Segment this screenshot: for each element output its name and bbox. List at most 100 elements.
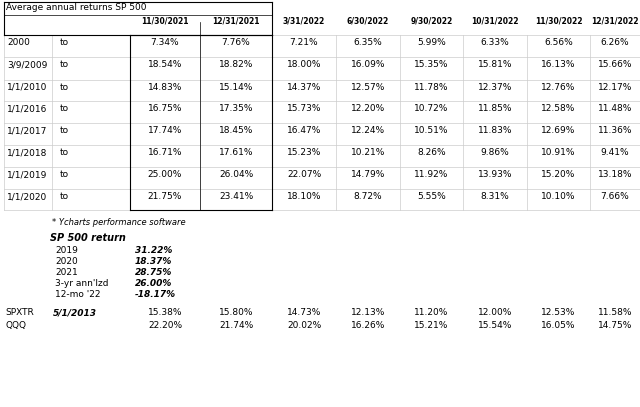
Text: 1/1/2016: 1/1/2016 — [7, 104, 47, 113]
Text: 11.92%: 11.92% — [414, 170, 449, 179]
Text: 11.85%: 11.85% — [477, 104, 512, 113]
Text: 16.26%: 16.26% — [351, 321, 385, 330]
Text: 23.41%: 23.41% — [219, 192, 253, 201]
Text: to: to — [60, 148, 69, 157]
Text: 15.38%: 15.38% — [148, 308, 182, 317]
Text: 10.21%: 10.21% — [351, 148, 385, 157]
Text: 25.00%: 25.00% — [148, 170, 182, 179]
Text: 16.09%: 16.09% — [351, 60, 385, 69]
Text: 2021: 2021 — [55, 268, 77, 277]
Text: 10.72%: 10.72% — [414, 104, 449, 113]
Text: 22.20%: 22.20% — [148, 321, 182, 330]
Text: 18.82%: 18.82% — [219, 60, 253, 69]
Text: 12-mo '22: 12-mo '22 — [55, 290, 100, 299]
Text: 26.00%: 26.00% — [135, 279, 172, 288]
Text: -18.17%: -18.17% — [135, 290, 176, 299]
Text: 11.83%: 11.83% — [477, 126, 512, 135]
Text: QQQ: QQQ — [5, 321, 26, 330]
Text: 2020: 2020 — [55, 257, 77, 266]
Text: 18.37%: 18.37% — [135, 257, 172, 266]
Text: to: to — [60, 126, 69, 135]
Text: 15.54%: 15.54% — [478, 321, 512, 330]
Text: SP 500 return: SP 500 return — [50, 233, 126, 243]
Text: 17.61%: 17.61% — [219, 148, 253, 157]
Text: 31.22%: 31.22% — [135, 246, 172, 255]
Text: 7.76%: 7.76% — [221, 38, 250, 47]
Text: 12.00%: 12.00% — [478, 308, 512, 317]
Text: 13.18%: 13.18% — [598, 170, 632, 179]
Text: 6.56%: 6.56% — [544, 38, 573, 47]
Text: 11.48%: 11.48% — [598, 104, 632, 113]
Text: to: to — [60, 83, 69, 92]
Text: 16.47%: 16.47% — [287, 126, 321, 135]
Text: 9.41%: 9.41% — [601, 148, 629, 157]
Text: 10.10%: 10.10% — [541, 192, 576, 201]
Text: 18.54%: 18.54% — [148, 60, 182, 69]
Text: 16.13%: 16.13% — [541, 60, 576, 69]
Text: 8.72%: 8.72% — [354, 192, 382, 201]
Text: 5/1/2013: 5/1/2013 — [53, 308, 97, 317]
Text: 1/1/2020: 1/1/2020 — [7, 192, 47, 201]
Text: 14.79%: 14.79% — [351, 170, 385, 179]
Text: 18.10%: 18.10% — [287, 192, 321, 201]
Text: 12.76%: 12.76% — [541, 83, 576, 92]
Text: 1/1/2010: 1/1/2010 — [7, 83, 47, 92]
Text: 3/9/2009: 3/9/2009 — [7, 60, 47, 69]
Text: 14.73%: 14.73% — [287, 308, 321, 317]
Text: 21.74%: 21.74% — [219, 321, 253, 330]
Text: 12.17%: 12.17% — [598, 83, 632, 92]
Text: 12.24%: 12.24% — [351, 126, 385, 135]
Text: 15.81%: 15.81% — [477, 60, 512, 69]
Text: 22.07%: 22.07% — [287, 170, 321, 179]
Text: 11.78%: 11.78% — [414, 83, 449, 92]
Text: 14.37%: 14.37% — [287, 83, 321, 92]
Text: 17.35%: 17.35% — [219, 104, 253, 113]
Text: 9/30/2022: 9/30/2022 — [410, 16, 452, 25]
Text: 11.20%: 11.20% — [414, 308, 449, 317]
Text: 14.83%: 14.83% — [148, 83, 182, 92]
Text: to: to — [60, 104, 69, 113]
Text: 12.37%: 12.37% — [478, 83, 512, 92]
Text: 15.14%: 15.14% — [219, 83, 253, 92]
Text: 16.71%: 16.71% — [148, 148, 182, 157]
Text: 12.53%: 12.53% — [541, 308, 576, 317]
Text: 16.75%: 16.75% — [148, 104, 182, 113]
Text: 6.26%: 6.26% — [601, 38, 629, 47]
Text: 5.99%: 5.99% — [417, 38, 446, 47]
Text: 2019: 2019 — [55, 246, 78, 255]
Text: 15.35%: 15.35% — [414, 60, 449, 69]
Text: 15.80%: 15.80% — [219, 308, 253, 317]
Text: 13.93%: 13.93% — [477, 170, 512, 179]
Text: 1/1/2017: 1/1/2017 — [7, 126, 47, 135]
Text: 18.45%: 18.45% — [219, 126, 253, 135]
Text: 26.04%: 26.04% — [219, 170, 253, 179]
Text: 20.02%: 20.02% — [287, 321, 321, 330]
Text: to: to — [60, 38, 69, 47]
Text: SPXTR: SPXTR — [5, 308, 34, 317]
Text: 9.86%: 9.86% — [481, 148, 509, 157]
Text: to: to — [60, 170, 69, 179]
Text: 6.35%: 6.35% — [354, 38, 382, 47]
Text: Average annual returns SP 500: Average annual returns SP 500 — [6, 3, 147, 12]
Text: 7.66%: 7.66% — [600, 192, 629, 201]
Text: 15.23%: 15.23% — [287, 148, 321, 157]
Text: 6/30/2022: 6/30/2022 — [347, 16, 389, 25]
Text: 16.05%: 16.05% — [541, 321, 576, 330]
Text: 8.31%: 8.31% — [481, 192, 509, 201]
Text: 7.34%: 7.34% — [150, 38, 179, 47]
Text: 17.74%: 17.74% — [148, 126, 182, 135]
Text: 12.69%: 12.69% — [541, 126, 576, 135]
Text: 6.33%: 6.33% — [481, 38, 509, 47]
Text: 12/31/2022: 12/31/2022 — [591, 16, 639, 25]
Text: 12.20%: 12.20% — [351, 104, 385, 113]
Text: 11/30/2021: 11/30/2021 — [141, 16, 189, 25]
Text: 3/31/2022: 3/31/2022 — [283, 16, 325, 25]
Text: 10/31/2022: 10/31/2022 — [471, 16, 519, 25]
Text: 1/1/2018: 1/1/2018 — [7, 148, 47, 157]
Text: 21.75%: 21.75% — [148, 192, 182, 201]
Text: 1/1/2019: 1/1/2019 — [7, 170, 47, 179]
Text: 15.20%: 15.20% — [541, 170, 576, 179]
Text: 14.75%: 14.75% — [598, 321, 632, 330]
Text: 10.91%: 10.91% — [541, 148, 576, 157]
Text: 2000: 2000 — [7, 38, 30, 47]
